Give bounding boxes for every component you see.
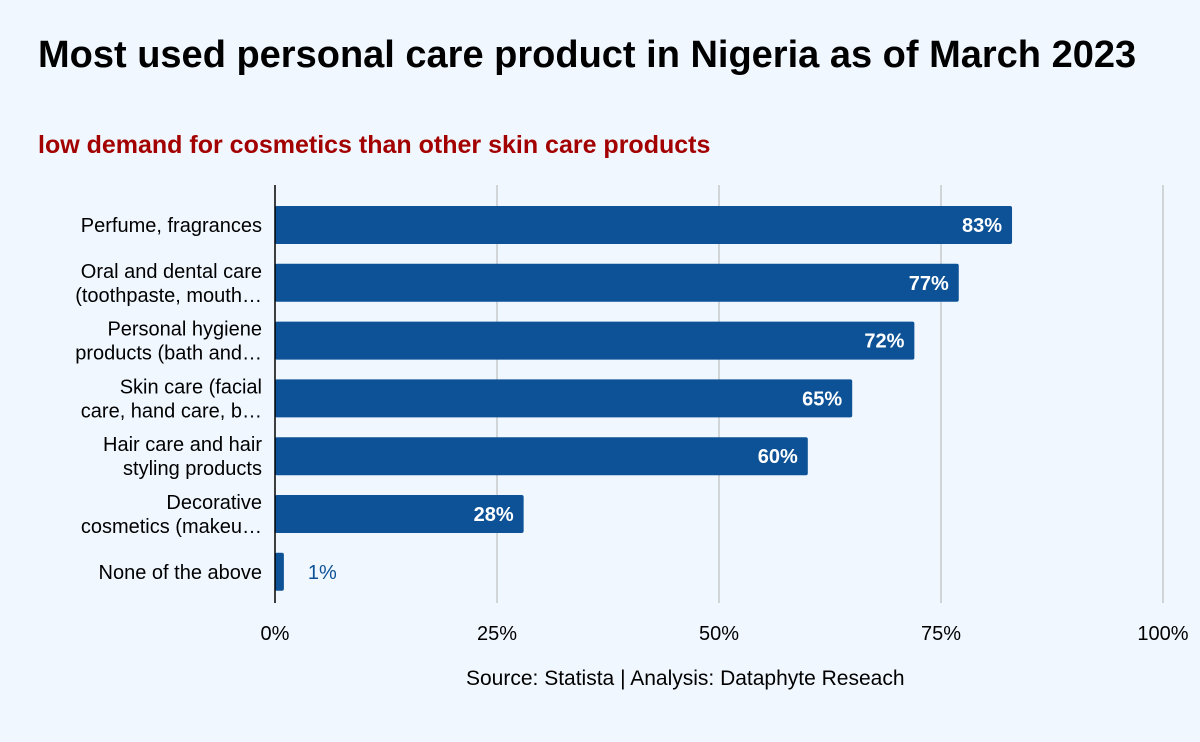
bar [275, 263, 959, 302]
category-label: styling products [123, 458, 262, 480]
chart-subtitle: low demand for cosmetics than other skin… [38, 131, 711, 159]
chart-title: Most used personal care product in Niger… [38, 34, 1137, 76]
category-label: Personal hygiene [107, 319, 262, 341]
data-label: 83% [962, 215, 1002, 237]
bar [275, 495, 524, 533]
x-tick-label: 100% [1137, 623, 1188, 645]
category-label: Oral and dental care [81, 261, 262, 283]
category-label: None of the above [99, 562, 262, 584]
data-label: 72% [864, 331, 904, 353]
bar [275, 379, 853, 418]
category-label: products (bath and… [75, 343, 262, 365]
category-label: care, hand care, b… [81, 400, 262, 422]
category-label: Decorative [166, 492, 262, 514]
bar [275, 552, 284, 591]
data-label: 65% [802, 388, 842, 410]
bar [275, 437, 808, 476]
bar [275, 206, 1013, 244]
category-label: (toothpaste, mouth… [75, 285, 262, 307]
data-label: 77% [909, 273, 949, 295]
data-label: 28% [474, 504, 514, 526]
x-tick-label: 0% [261, 623, 290, 645]
category-label: Skin care (facial [120, 376, 262, 398]
x-tick-label: 25% [477, 623, 517, 645]
bar [275, 321, 915, 360]
source-note: Source: Statista | Analysis: Dataphyte R… [466, 667, 905, 690]
data-label: 60% [758, 446, 798, 468]
x-tick-label: 75% [921, 623, 961, 645]
x-tick-label: 50% [699, 623, 739, 645]
data-label: 1% [308, 562, 337, 584]
category-label: Perfume, fragrances [81, 215, 262, 237]
category-label: Hair care and hair [103, 434, 262, 456]
category-label: cosmetics (makeu… [81, 516, 262, 538]
